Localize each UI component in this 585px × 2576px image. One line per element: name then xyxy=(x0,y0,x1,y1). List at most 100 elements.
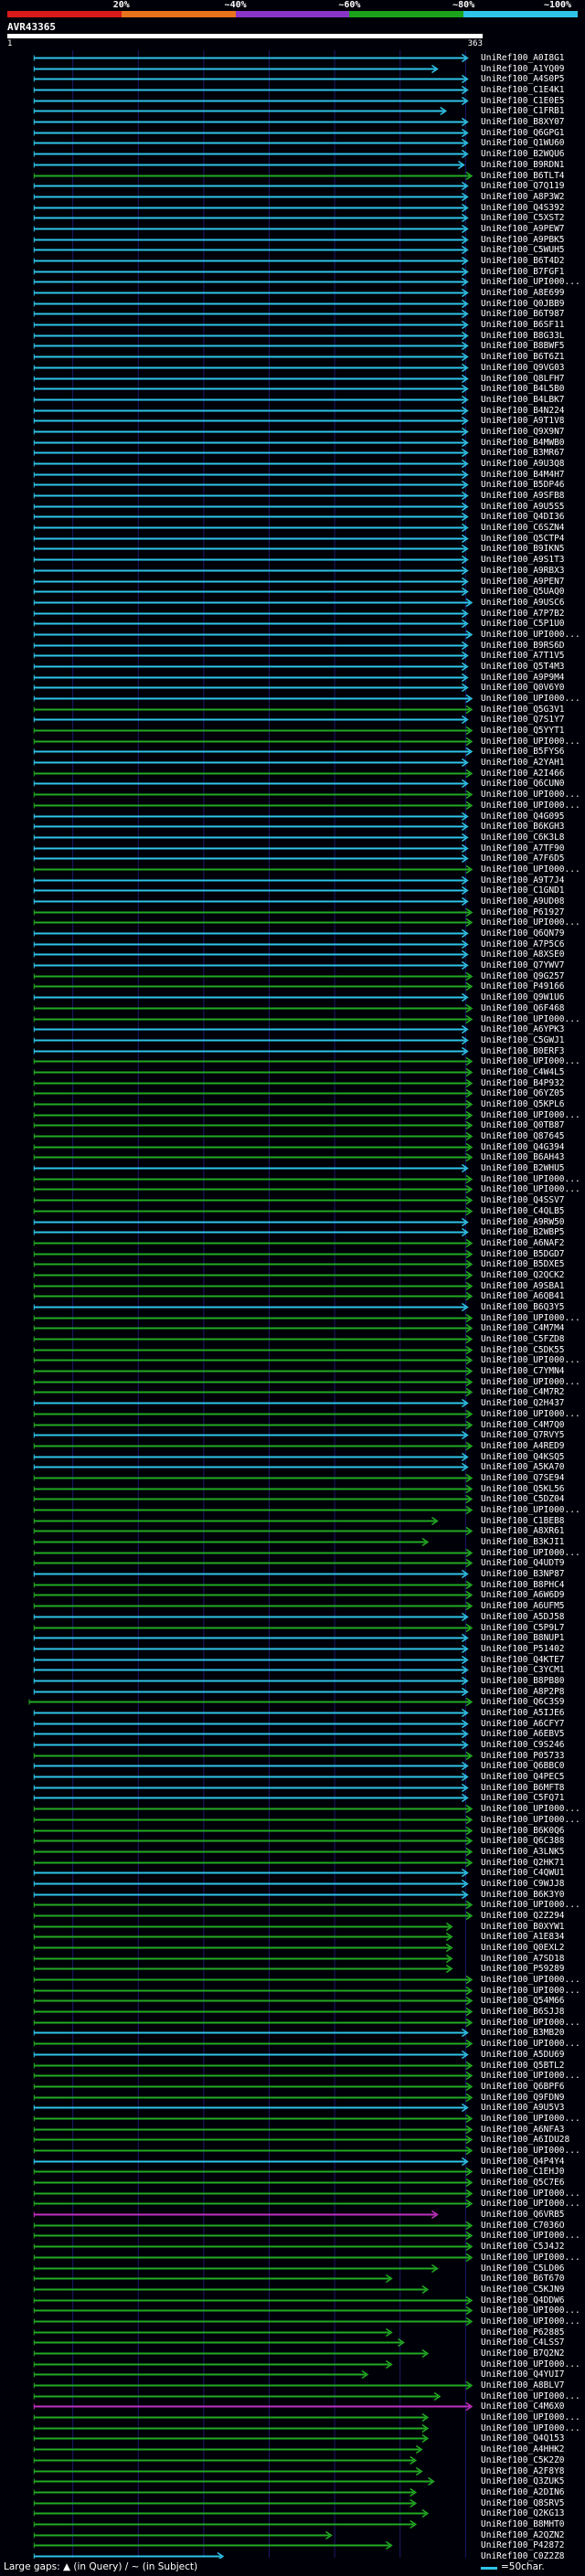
hit-row[interactable] xyxy=(33,406,469,416)
hit-label[interactable]: UniRef100_C1E4K1 xyxy=(481,84,565,95)
hit-row[interactable] xyxy=(33,1740,469,1750)
hit-label[interactable]: UniRef100_C5FZD8 xyxy=(481,1333,565,1344)
hit-row[interactable] xyxy=(33,1152,473,1162)
hit-label[interactable]: UniRef100_B4P932 xyxy=(481,1077,565,1088)
hit-label[interactable]: UniRef100_B5DP46 xyxy=(481,479,565,490)
hit-row[interactable] xyxy=(33,1612,469,1622)
hit-label[interactable]: UniRef100_UPI000... xyxy=(481,2113,580,2124)
hit-label[interactable]: UniRef100_A5KA70 xyxy=(481,1461,565,1472)
hit-row[interactable] xyxy=(33,811,469,822)
hit-label[interactable]: UniRef100_Q4KTE7 xyxy=(481,1654,565,1665)
hit-label[interactable]: UniRef100_UPI000... xyxy=(481,1109,580,1120)
hit-label[interactable]: UniRef100_UPI000... xyxy=(481,629,580,640)
hit-label[interactable]: UniRef100_A6IDU28 xyxy=(481,2134,570,2145)
hit-row[interactable] xyxy=(33,544,469,554)
hit-label[interactable]: UniRef100_C5FQ71 xyxy=(481,1792,565,1803)
hit-row[interactable] xyxy=(33,160,465,170)
hit-row[interactable] xyxy=(33,2210,439,2220)
hit-label[interactable]: UniRef100_B4LBK7 xyxy=(481,394,565,405)
hit-label[interactable]: UniRef100_A9T7J4 xyxy=(481,875,565,885)
hit-label[interactable]: UniRef100_B8PB80 xyxy=(481,1675,565,1686)
hit-label[interactable]: UniRef100_UPI000... xyxy=(481,1408,580,1419)
hit-row[interactable] xyxy=(33,1420,473,1430)
hit-label[interactable]: UniRef100_B3MB20 xyxy=(481,2027,565,2038)
hit-row[interactable] xyxy=(33,2125,473,2135)
hit-label[interactable]: UniRef100_A9SFB8 xyxy=(481,490,565,501)
hit-label[interactable]: UniRef100_A9U3Q8 xyxy=(481,458,565,469)
hit-row[interactable] xyxy=(33,1024,469,1034)
hit-label[interactable]: UniRef100_B2WBP5 xyxy=(481,1226,565,1237)
hit-label[interactable]: UniRef100_UPI000... xyxy=(481,1547,580,1558)
hit-row[interactable] xyxy=(33,1826,473,1836)
hit-label[interactable]: UniRef100_B6KGH3 xyxy=(481,821,565,832)
hit-row[interactable] xyxy=(33,1793,469,1803)
hit-label[interactable]: UniRef100_A2YAH1 xyxy=(481,757,565,768)
hit-row[interactable] xyxy=(33,598,473,608)
hit-row[interactable] xyxy=(33,1964,453,1974)
hit-row[interactable] xyxy=(33,1558,473,1568)
hit-label[interactable]: UniRef100_A2DIN6 xyxy=(481,2486,565,2497)
hit-row[interactable] xyxy=(33,1516,439,1526)
hit-row[interactable] xyxy=(33,2369,369,2380)
hit-row[interactable] xyxy=(33,2508,430,2518)
hit-label[interactable]: UniRef100_P61927 xyxy=(481,906,565,917)
hit-row[interactable] xyxy=(33,2455,418,2465)
hit-row[interactable] xyxy=(33,1249,473,1259)
hit-label[interactable]: UniRef100_Q6CUN0 xyxy=(481,778,565,789)
hit-label[interactable]: UniRef100_A1YQ09 xyxy=(481,63,565,74)
hit-row[interactable] xyxy=(33,1836,473,1846)
hit-row[interactable] xyxy=(33,779,469,789)
hit-row[interactable] xyxy=(33,1313,473,1323)
hit-row[interactable] xyxy=(33,2433,430,2443)
hit-row[interactable] xyxy=(33,2103,469,2113)
hit-label[interactable]: UniRef100_Q4G394 xyxy=(481,1141,565,1152)
hit-label[interactable]: UniRef100_UPI000... xyxy=(481,1013,580,1024)
hit-label[interactable]: UniRef100_Q4DDW6 xyxy=(481,2295,565,2306)
hit-row[interactable] xyxy=(33,1334,473,1344)
hit-label[interactable]: UniRef100_UPI000... xyxy=(481,2422,580,2433)
hit-label[interactable]: UniRef100_A4S0P5 xyxy=(481,73,565,84)
hit-label[interactable]: UniRef100_Q6QN79 xyxy=(481,928,565,938)
hit-label[interactable]: UniRef100_A8XSE0 xyxy=(481,949,565,959)
hit-row[interactable] xyxy=(33,1398,469,1408)
hit-row[interactable] xyxy=(33,2189,473,2199)
hit-row[interactable] xyxy=(33,1174,473,1184)
hit-row[interactable] xyxy=(33,1259,473,1269)
hit-label[interactable]: UniRef100_A7F6D5 xyxy=(481,853,565,864)
hit-label[interactable]: UniRef100_A6YPK3 xyxy=(481,1023,565,1034)
hit-row[interactable] xyxy=(33,491,469,501)
hit-label[interactable]: UniRef100_Q2KG13 xyxy=(481,2507,565,2518)
hit-label[interactable]: UniRef100_Q0JBB9 xyxy=(481,298,565,309)
hit-label[interactable]: UniRef100_Q87645 xyxy=(481,1130,565,1141)
hit-row[interactable] xyxy=(33,2284,430,2295)
hit-row[interactable] xyxy=(33,1291,473,1301)
hit-row[interactable] xyxy=(33,2039,473,2049)
hit-label[interactable]: UniRef100_UPI000... xyxy=(481,1985,580,1996)
hit-label[interactable]: UniRef100_B6T670 xyxy=(481,2273,565,2284)
hit-label[interactable]: UniRef100_C4LSS7 xyxy=(481,2337,565,2348)
hit-row[interactable] xyxy=(33,864,473,875)
hit-row[interactable] xyxy=(33,992,469,1002)
hit-row[interactable] xyxy=(33,651,469,661)
hit-label[interactable]: UniRef100_A5DU69 xyxy=(481,2049,565,2060)
hit-row[interactable] xyxy=(33,800,473,811)
hit-label[interactable]: UniRef100_P62885 xyxy=(481,2327,565,2337)
hit-label[interactable]: UniRef100_B6K0Q6 xyxy=(481,1825,565,1836)
hit-label[interactable]: UniRef100_UPI000... xyxy=(481,2038,580,2049)
hit-row[interactable] xyxy=(33,853,469,864)
hit-label[interactable]: UniRef100_C5K2Z0 xyxy=(481,2454,565,2465)
hit-label[interactable]: UniRef100_B9IKN5 xyxy=(481,543,565,554)
hit-label[interactable]: UniRef100_C1BEB8 xyxy=(481,1515,565,1526)
hit-label[interactable]: UniRef100_B6AH43 xyxy=(481,1151,565,1162)
hit-row[interactable] xyxy=(33,1120,473,1130)
hit-row[interactable] xyxy=(33,149,469,159)
hit-row[interactable] xyxy=(33,1131,473,1141)
hit-row[interactable] xyxy=(33,512,469,522)
hit-row[interactable] xyxy=(33,694,473,704)
hit-label[interactable]: UniRef100_B3NP87 xyxy=(481,1568,565,1579)
hit-label[interactable]: UniRef100_UPI000... xyxy=(481,2305,580,2316)
hit-label[interactable]: UniRef100_C4M7Q0 xyxy=(481,1419,565,1430)
hit-row[interactable] xyxy=(33,1142,473,1152)
hit-row[interactable] xyxy=(33,2050,469,2060)
hit-row[interactable] xyxy=(33,875,469,885)
